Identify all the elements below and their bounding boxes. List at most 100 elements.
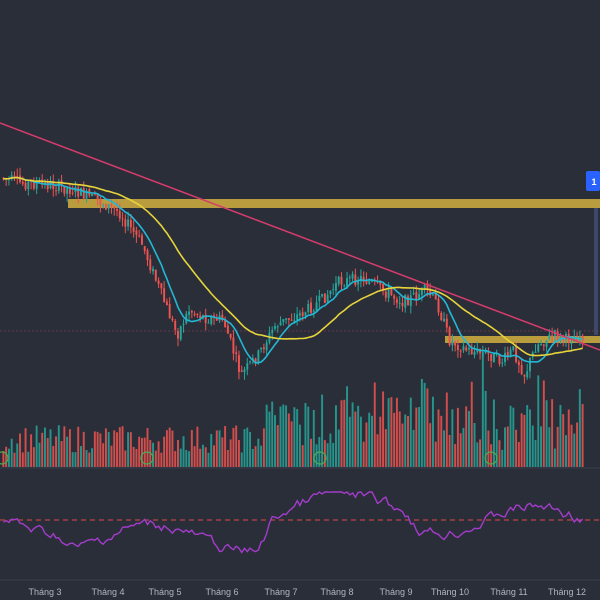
candle-body <box>63 185 66 194</box>
volume-bar <box>559 404 562 467</box>
candle-body <box>152 268 155 272</box>
candle-body <box>93 194 96 196</box>
volume-bar <box>282 404 285 467</box>
volume-bar <box>160 452 163 467</box>
volume-bar <box>243 429 246 467</box>
volume-bar <box>470 381 473 467</box>
volume-bar <box>124 450 127 467</box>
volume-bar <box>404 414 407 467</box>
rsi-pane <box>0 491 600 581</box>
volume-bar <box>484 390 487 467</box>
volume-bar <box>354 411 357 467</box>
candle-body <box>182 323 185 326</box>
volume-bar <box>307 406 310 467</box>
candle-body <box>512 346 515 350</box>
volume-bar <box>229 439 232 467</box>
candle-body <box>168 304 171 319</box>
x-tick-label: Tháng 7 <box>264 587 297 597</box>
candle-body <box>462 346 465 351</box>
resistance-zone-upper <box>68 199 600 208</box>
volume-bar <box>196 426 199 467</box>
candle-body <box>393 295 396 299</box>
volume-bar <box>479 439 482 467</box>
candle-body <box>260 347 263 350</box>
volume-bar <box>5 446 8 467</box>
volume-bar <box>179 448 182 467</box>
signal-marker-icon <box>484 451 498 465</box>
candle-body <box>296 314 299 320</box>
volume-bar <box>127 432 130 467</box>
volume-bar <box>390 397 393 467</box>
resistance-zone-lower <box>445 336 600 343</box>
candle-body <box>99 199 102 206</box>
candle-body <box>96 194 99 200</box>
candle-body <box>104 204 107 210</box>
candle-body <box>379 281 382 285</box>
candle-body <box>185 313 188 324</box>
volume-bar <box>77 426 80 467</box>
volume-bar <box>235 425 238 467</box>
candle-body <box>132 227 135 232</box>
volume-bar <box>357 405 360 467</box>
volume-bar <box>201 444 204 467</box>
candle-body <box>451 340 454 346</box>
volume-bar <box>55 436 58 467</box>
candle-body <box>412 293 415 295</box>
volume-bar <box>74 452 77 467</box>
candle-body <box>470 348 473 354</box>
volume-bar <box>85 450 88 467</box>
volume-bar <box>224 426 227 467</box>
volume-bar <box>509 405 512 467</box>
candle-body <box>528 358 531 372</box>
volume-bar <box>321 394 324 467</box>
volume-bar <box>71 452 74 467</box>
volume-bar <box>542 380 545 467</box>
volume-bar <box>576 422 579 467</box>
candle-body <box>431 294 434 296</box>
candle-body <box>337 276 340 284</box>
volume-bar <box>41 432 44 467</box>
volume-bar <box>440 415 443 467</box>
candle-body <box>66 188 69 194</box>
price-pane: 1 <box>0 122 600 384</box>
candle-body <box>454 341 457 346</box>
candle-body <box>504 352 506 363</box>
candle-body <box>382 284 385 291</box>
candle-body <box>274 326 276 329</box>
volume-bar <box>445 392 448 467</box>
candle-body <box>542 344 545 346</box>
volume-bar <box>237 440 240 467</box>
candle-body <box>357 281 360 285</box>
volume-bar <box>498 440 501 467</box>
candle-body <box>407 296 409 306</box>
volume-bar <box>545 400 548 467</box>
x-tick-label: Tháng 10 <box>431 587 469 597</box>
candle-body <box>35 182 38 189</box>
candle-body <box>429 289 432 296</box>
candle-body <box>240 370 243 372</box>
volume-bar <box>274 415 276 467</box>
candle-body <box>91 193 94 197</box>
volume-bar <box>168 427 171 467</box>
volume-bar <box>310 438 312 467</box>
candle-body <box>434 293 437 300</box>
candle-body <box>121 218 124 220</box>
volume-bar <box>448 434 451 467</box>
volume-bar <box>504 427 506 467</box>
volume-bar <box>271 401 274 467</box>
downtrend-line <box>0 122 600 351</box>
volume-bar <box>407 415 409 467</box>
price-badge-label: 1 <box>591 177 596 187</box>
volume-bar <box>473 423 476 467</box>
candle-body <box>221 314 224 321</box>
candle-body <box>359 275 362 282</box>
candle-body <box>243 369 246 373</box>
candle-body <box>443 318 446 322</box>
volume-bar <box>492 399 495 467</box>
volume-bar <box>459 433 462 467</box>
candle-body <box>287 318 290 320</box>
volume-bar <box>43 427 46 467</box>
volume-bar <box>96 431 99 467</box>
candle-body <box>362 276 365 282</box>
